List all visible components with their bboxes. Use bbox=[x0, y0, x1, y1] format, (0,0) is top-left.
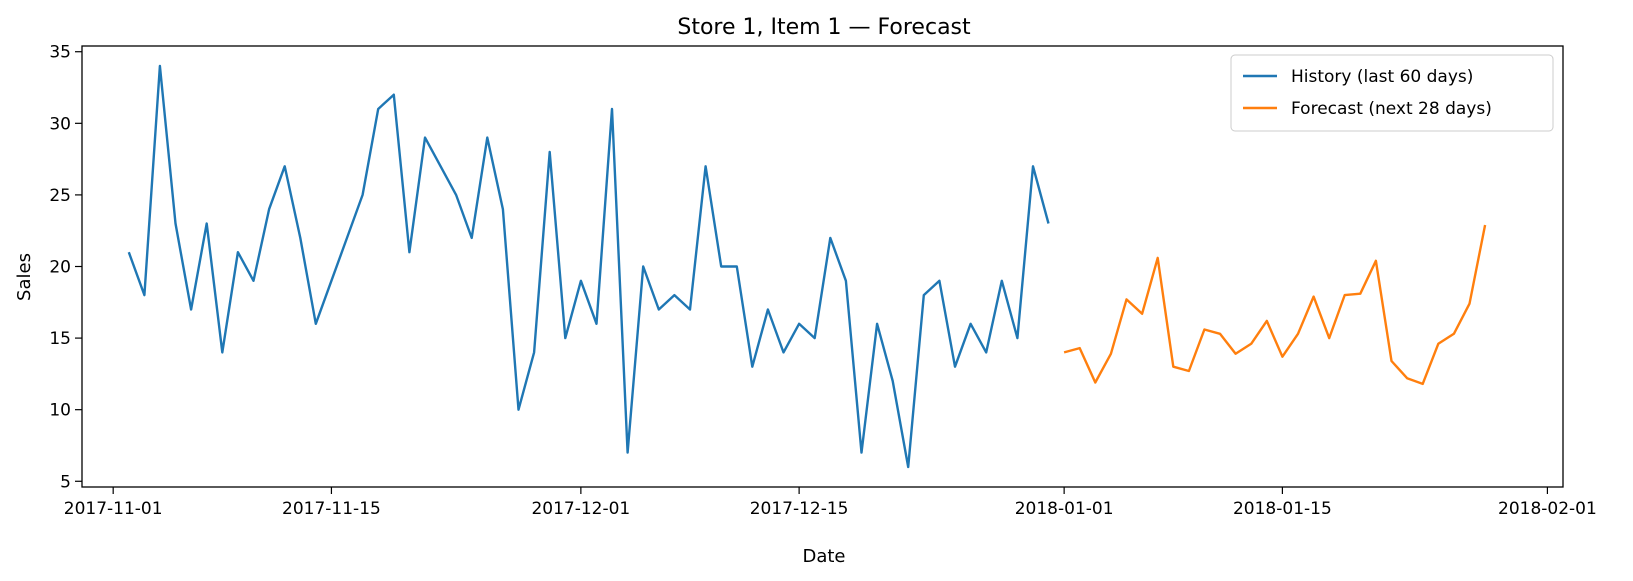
x-tick-label: 2017-12-01 bbox=[531, 499, 630, 519]
series-line-2 bbox=[1063, 224, 1487, 386]
x-tick-label: 2017-12-15 bbox=[750, 499, 849, 519]
y-tick-label: 25 bbox=[49, 186, 71, 206]
legend-label-2: Forecast (next 28 days) bbox=[1291, 99, 1492, 119]
y-tick-label: 20 bbox=[49, 258, 71, 278]
series-line-1 bbox=[127, 64, 1050, 469]
legend-box bbox=[1230, 54, 1554, 132]
x-axis: 2017-11-01 2017-11-15 2017-12-01 2017-12-15… bbox=[64, 487, 1597, 519]
y-axis-label: Sales bbox=[14, 253, 35, 301]
x-tick-label: 2018-01-15 bbox=[1233, 499, 1332, 519]
x-tick-label: 2017-11-15 bbox=[282, 499, 381, 519]
x-tick-label: 2018-01-01 bbox=[1015, 499, 1114, 519]
chart-title: Store 1, Item 1 — Forecast bbox=[677, 15, 971, 40]
y-tick-label: 30 bbox=[49, 114, 71, 134]
y-tick-label: 10 bbox=[49, 401, 71, 421]
y-tick-label: 15 bbox=[49, 329, 71, 349]
y-axis: 5 10 15 20 25 30 35 bbox=[49, 43, 82, 492]
x-axis-label: Date bbox=[802, 546, 845, 567]
legend-label-1: History (last 60 days) bbox=[1291, 67, 1473, 87]
legend: History (last 60 days) Forecast (next 28 … bbox=[1230, 54, 1554, 132]
y-tick-label: 5 bbox=[60, 472, 71, 492]
y-tick-label: 35 bbox=[49, 43, 71, 63]
x-tick-label: 2018-02-01 bbox=[1498, 499, 1597, 519]
x-tick-label: 2017-11-01 bbox=[64, 499, 163, 519]
